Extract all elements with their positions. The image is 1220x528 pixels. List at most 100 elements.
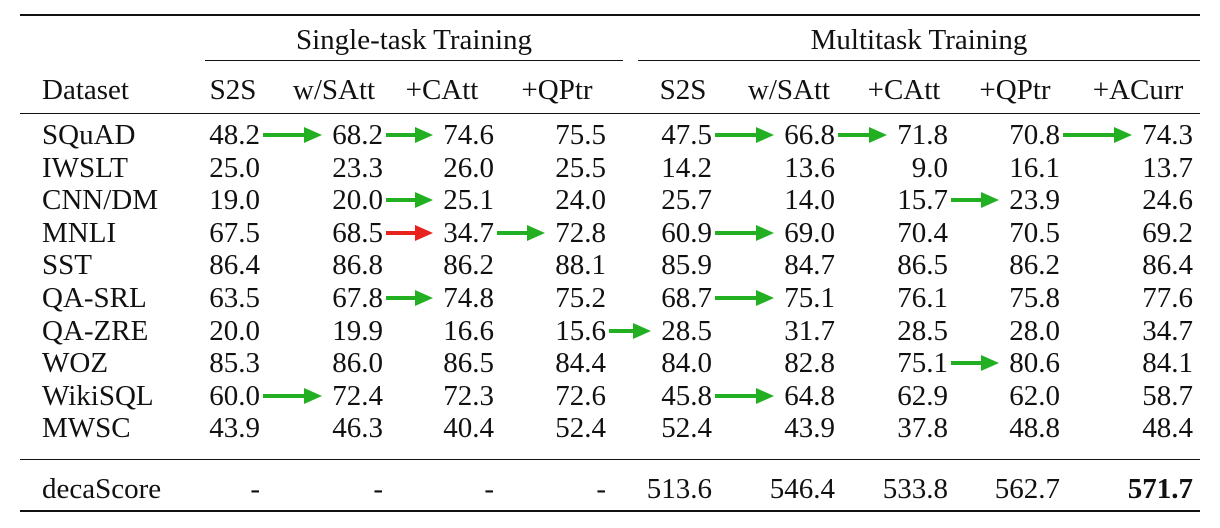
score-cell: 48.2 — [209, 119, 260, 151]
score-cell: 25.7 — [661, 184, 712, 217]
score-cell: 67.5 — [209, 216, 260, 249]
score-cell: 86.4 — [209, 249, 260, 282]
summary-cell: 546.4 — [769, 473, 835, 505]
score-cell: 20.0 — [332, 184, 383, 217]
change-arrow-icon — [263, 387, 322, 404]
score-cell: 86.5 — [897, 249, 948, 282]
score-cell: 72.4 — [332, 379, 383, 412]
score-cell: 74.8 — [443, 282, 494, 314]
dataset-name: QA-SRL — [42, 282, 147, 314]
score-cell: 84.1 — [1142, 347, 1193, 380]
dataset-name: SST — [42, 249, 92, 282]
score-cell: 77.6 — [1142, 282, 1193, 314]
score-cell: 74.6 — [443, 119, 494, 151]
summary-cell: 571.7 — [1127, 473, 1193, 505]
score-cell: 52.4 — [661, 412, 712, 445]
score-cell: 66.8 — [784, 119, 835, 151]
score-cell: 69.0 — [784, 216, 835, 249]
table-rule — [20, 113, 1200, 115]
score-cell: 24.6 — [1142, 184, 1193, 217]
table-rule — [20, 459, 1200, 461]
score-cell: 46.3 — [332, 412, 383, 445]
score-cell: 68.7 — [661, 282, 712, 314]
score-cell: 31.7 — [784, 314, 835, 347]
dataset-name: CNN/DM — [42, 184, 159, 217]
column-header: +CAtt — [405, 74, 479, 106]
change-arrow-icon — [609, 322, 651, 339]
score-cell: 58.7 — [1142, 379, 1193, 412]
score-cell: 43.9 — [209, 412, 260, 445]
change-arrow-icon — [386, 290, 433, 306]
score-cell: 86.4 — [1142, 249, 1193, 282]
score-cell: 14.2 — [661, 151, 712, 184]
score-cell: 13.6 — [784, 151, 835, 184]
column-header: w/SAtt — [747, 74, 831, 106]
score-cell: 84.7 — [784, 249, 835, 282]
score-cell: 9.0 — [911, 151, 948, 184]
score-cell: 67.8 — [332, 282, 383, 314]
score-cell: 86.8 — [332, 249, 383, 282]
score-cell: 19.0 — [209, 184, 260, 217]
score-cell: 37.8 — [897, 412, 948, 445]
summary-cell: 513.6 — [646, 473, 712, 505]
score-cell: 74.3 — [1142, 119, 1193, 151]
score-cell: 88.1 — [555, 249, 606, 282]
change-arrow-icon — [1063, 127, 1132, 143]
score-cell: 75.5 — [555, 119, 606, 151]
score-cell: 28.0 — [1009, 314, 1060, 347]
summary-cell: 562.7 — [994, 473, 1060, 505]
change-arrow-icon — [715, 387, 774, 404]
dataset-name: WikiSQL — [42, 379, 154, 412]
score-cell: 86.0 — [332, 347, 383, 380]
column-header: S2S — [659, 74, 707, 106]
score-cell: 25.1 — [443, 184, 494, 217]
dataset-name: MWSC — [42, 412, 131, 445]
score-cell: 84.4 — [555, 347, 606, 380]
score-cell: 70.8 — [1009, 119, 1060, 151]
score-cell: 43.9 — [784, 412, 835, 445]
summary-label: decaScore — [42, 473, 162, 505]
change-arrow-icon — [263, 127, 322, 143]
column-header: S2S — [209, 74, 257, 106]
dataset-name: SQuAD — [42, 119, 136, 151]
column-header: Dataset — [42, 74, 129, 106]
score-cell: 68.2 — [332, 119, 383, 151]
summary-cell: - — [596, 473, 606, 505]
score-cell: 86.2 — [1009, 249, 1060, 282]
column-header: +QPtr — [521, 74, 593, 106]
change-arrow-icon — [386, 127, 433, 143]
score-cell: 16.6 — [443, 314, 494, 347]
change-arrow-icon — [715, 224, 774, 241]
score-cell: 25.5 — [555, 151, 606, 184]
column-header: +ACurr — [1092, 74, 1184, 106]
score-cell: 70.4 — [897, 216, 948, 249]
change-arrow-icon — [715, 127, 774, 143]
score-cell: 23.3 — [332, 151, 383, 184]
column-header: w/SAtt — [292, 74, 376, 106]
score-cell: 47.5 — [661, 119, 712, 151]
score-cell: 60.9 — [661, 216, 712, 249]
table-rule — [205, 60, 623, 62]
score-cell: 52.4 — [555, 412, 606, 445]
score-cell: 68.5 — [332, 216, 383, 249]
column-header: +QPtr — [979, 74, 1051, 106]
score-cell: 19.9 — [332, 314, 383, 347]
score-cell: 15.6 — [555, 314, 606, 347]
score-cell: 28.5 — [897, 314, 948, 347]
score-cell: 16.1 — [1009, 151, 1060, 184]
score-cell: 70.5 — [1009, 216, 1060, 249]
score-cell: 75.8 — [1009, 282, 1060, 314]
change-arrow-icon — [497, 224, 545, 241]
summary-cell: 533.8 — [882, 473, 948, 505]
score-cell: 25.0 — [209, 151, 260, 184]
score-cell: 34.7 — [443, 216, 494, 249]
change-arrow-icon — [951, 355, 999, 372]
change-arrow-icon — [386, 192, 433, 209]
score-cell: 82.8 — [784, 347, 835, 380]
summary-cell: - — [250, 473, 260, 505]
dataset-name: QA-ZRE — [42, 314, 149, 347]
dataset-name: MNLI — [42, 216, 117, 249]
score-cell: 86.2 — [443, 249, 494, 282]
score-cell: 40.4 — [443, 412, 494, 445]
